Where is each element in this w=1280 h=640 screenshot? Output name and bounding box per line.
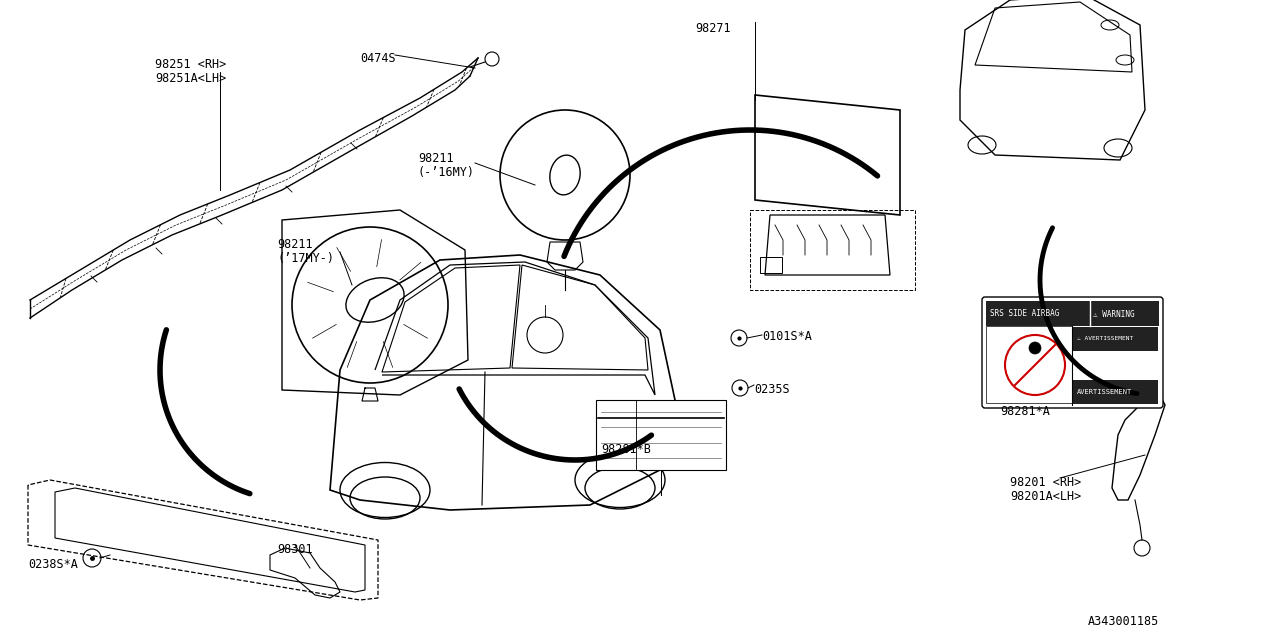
Text: 98271: 98271 xyxy=(695,22,731,35)
FancyBboxPatch shape xyxy=(986,301,1158,326)
Text: 98251 <RH>: 98251 <RH> xyxy=(155,58,227,71)
FancyBboxPatch shape xyxy=(1073,380,1158,404)
Text: 98281*B: 98281*B xyxy=(602,443,650,456)
Text: ⚠ AVERTISSEMENT: ⚠ AVERTISSEMENT xyxy=(1076,337,1133,342)
Text: ⚠ WARNING: ⚠ WARNING xyxy=(1093,310,1134,319)
Text: (’17MY-): (’17MY-) xyxy=(276,252,334,265)
Circle shape xyxy=(1029,342,1041,354)
Text: 98211: 98211 xyxy=(276,238,312,251)
Text: 98251A<LH>: 98251A<LH> xyxy=(155,72,227,85)
Text: 0474S: 0474S xyxy=(360,52,396,65)
Text: 98301: 98301 xyxy=(276,543,312,556)
Text: 98201A<LH>: 98201A<LH> xyxy=(1010,490,1082,503)
Text: 98281*A: 98281*A xyxy=(1000,405,1050,418)
Text: 0238S*A: 0238S*A xyxy=(28,558,78,571)
Text: 0235S: 0235S xyxy=(754,383,790,396)
FancyBboxPatch shape xyxy=(982,297,1164,408)
Text: SRS SIDE AIRBAG: SRS SIDE AIRBAG xyxy=(989,310,1060,319)
FancyBboxPatch shape xyxy=(596,400,726,470)
Text: 98211: 98211 xyxy=(419,152,453,165)
Text: (-’16MY): (-’16MY) xyxy=(419,166,475,179)
FancyBboxPatch shape xyxy=(1073,327,1158,351)
Text: 0101S*A: 0101S*A xyxy=(762,330,812,343)
Text: 98201 <RH>: 98201 <RH> xyxy=(1010,476,1082,489)
Text: A343001185: A343001185 xyxy=(1088,615,1160,628)
Text: AVERTISSEMENT: AVERTISSEMENT xyxy=(1076,389,1133,395)
